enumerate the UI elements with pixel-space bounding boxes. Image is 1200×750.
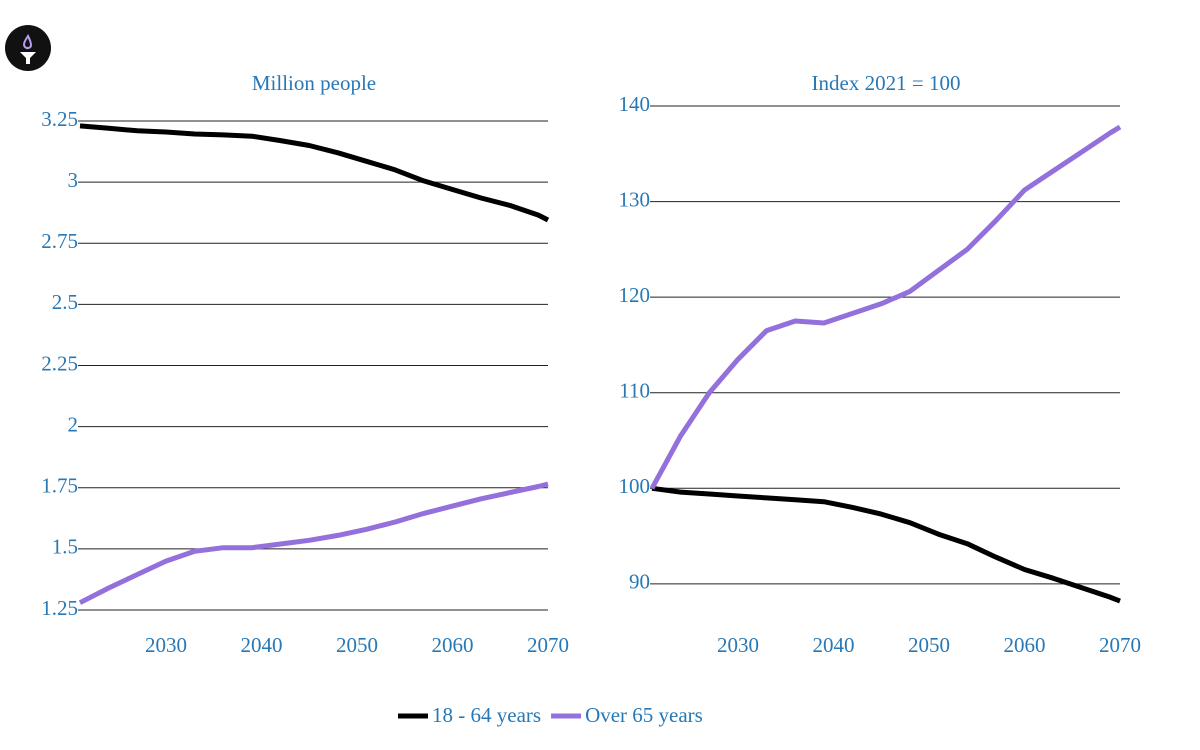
logo <box>5 25 51 71</box>
y-tick-label: 2.5 <box>52 290 78 314</box>
chart-title: Index 2021 = 100 <box>812 71 961 95</box>
y-tick-label: 3 <box>68 168 79 192</box>
y-tick-label: 3.25 <box>41 107 78 131</box>
x-tick-label: 2040 <box>240 633 282 657</box>
series-line <box>78 481 549 605</box>
x-tick-label: 2060 <box>431 633 473 657</box>
series-line <box>649 124 1122 490</box>
y-tick-label: 2 <box>68 412 79 436</box>
series-line <box>651 485 1121 604</box>
y-tick-label: 130 <box>619 187 651 211</box>
y-tick-label: 110 <box>619 379 650 403</box>
x-tick-label: 2070 <box>527 633 569 657</box>
y-tick-label: 1.25 <box>41 596 78 620</box>
x-tick-label: 2050 <box>336 633 378 657</box>
x-tick-label: 2030 <box>145 633 187 657</box>
chart-title: Million people <box>252 71 376 95</box>
legend-label: Over 65 years <box>585 703 703 727</box>
y-tick-label: 140 <box>619 92 651 116</box>
x-tick-label: 2030 <box>717 633 759 657</box>
y-tick-label: 120 <box>619 283 651 307</box>
x-tick-label: 2060 <box>1003 633 1045 657</box>
y-tick-label: 2.75 <box>41 229 78 253</box>
y-tick-label: 1.75 <box>41 474 78 498</box>
x-tick-label: 2050 <box>908 633 950 657</box>
y-tick-label: 1.5 <box>52 535 78 559</box>
legend-label: 18 - 64 years <box>432 703 541 727</box>
x-tick-label: 2040 <box>812 633 854 657</box>
y-tick-label: 2.25 <box>41 351 78 375</box>
x-tick-label: 2070 <box>1099 633 1141 657</box>
series-line <box>79 123 550 223</box>
y-tick-label: 100 <box>619 474 651 498</box>
y-tick-label: 90 <box>629 570 650 594</box>
